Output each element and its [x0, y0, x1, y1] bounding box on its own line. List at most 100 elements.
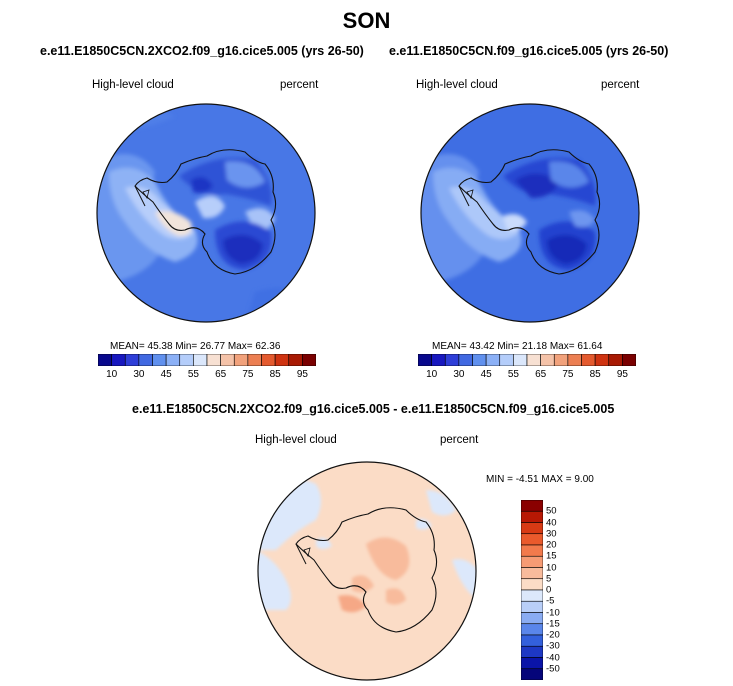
panel2-colorbar-swatch [418, 354, 432, 366]
difference-colorbar-swatch [521, 623, 543, 636]
panel2-colorbar-swatch [622, 354, 636, 366]
panel1-colorbar-swatch [302, 354, 316, 366]
difference-colorbar-swatch [521, 589, 543, 602]
panel2-colorbar-tick-label: 75 [562, 369, 574, 380]
panel1-colorbar-swatch [111, 354, 126, 366]
difference-colorbar-swatch [521, 668, 543, 680]
panel1-colorbar-tick-label: 55 [187, 369, 199, 380]
difference-colorbar-swatch [521, 600, 543, 613]
panel1-colorbar-tick-label: 85 [269, 369, 281, 380]
difference-colorbar-swatch [521, 500, 543, 512]
panel1-colorbar-swatch [98, 354, 112, 366]
panel2-colorbar-swatch [581, 354, 596, 366]
difference-colorbar-tick-label: -40 [546, 652, 560, 663]
panel1-colorbar [98, 354, 316, 366]
difference-minmax: MIN = -4.51 MAX = 9.00 [486, 474, 594, 485]
panel2-colorbar-tick-label: 65 [535, 369, 547, 380]
difference-colorbar-swatch [521, 578, 543, 591]
panel2-colorbar-labels: 10 30 45 55 65 75 85 95 [418, 369, 636, 383]
panel2-colorbar-swatch [608, 354, 623, 366]
panel2-colorbar-swatch [458, 354, 473, 366]
panel2-colorbar-tick-label: 95 [616, 369, 628, 380]
difference-colorbar-tick-label: 15 [546, 550, 557, 562]
panel1-colorbar-swatch [193, 354, 208, 366]
panel2-colorbar-swatch [444, 354, 460, 366]
panel2-colorbar-tick-label: 85 [589, 369, 601, 380]
panel1-colorbar-tick-label: 30 [133, 369, 145, 380]
panel1-colorbar-swatch [165, 354, 181, 366]
difference-colorbar-tick-label: -10 [546, 607, 560, 618]
difference-variable-label: High-level cloud [255, 434, 337, 446]
panel1-colorbar-tick-label: 10 [106, 369, 118, 380]
panel2-variable-label: High-level cloud [416, 79, 498, 91]
panel1-polar-map [96, 103, 316, 323]
difference-colorbar-swatch [521, 612, 543, 625]
difference-units-label: percent [440, 434, 479, 446]
panel1-colorbar-tick-label: 95 [296, 369, 308, 380]
panel2-colorbar-swatch [553, 354, 569, 366]
difference-colorbar-tick-label: -20 [546, 629, 560, 641]
panel1-colorbar-tick-label: 65 [215, 369, 227, 380]
panel1-colorbar-swatch [247, 354, 262, 366]
difference-colorbar-tick-label: 5 [546, 573, 552, 585]
panel2-colorbar [418, 354, 636, 366]
panel1-units-label: percent [280, 79, 319, 91]
panel1-colorbar-swatch [138, 354, 153, 366]
panel2-colorbar-swatch [513, 354, 528, 366]
difference-colorbar-tick-label: 0 [546, 584, 552, 596]
difference-colorbar-swatch [521, 555, 543, 568]
panel2-colorbar-swatch [594, 354, 610, 366]
difference-colorbar-labels: 50 40 30 20 15 10 5 0 -5 -10 -15 -20 -30 -40 -50 [546, 500, 586, 680]
difference-colorbar-tick-label: -15 [546, 618, 560, 630]
panel1-colorbar-swatch [261, 354, 276, 366]
panel1-colorbar-tick-label: 75 [242, 369, 254, 380]
panel1-run-title: e.e11.E1850C5CN.2XCO2.f09_g16.cice5.005 … [40, 44, 364, 58]
panel1-stats: MEAN= 45.38 Min= 26.77 Max= 62.36 [110, 341, 281, 352]
panel1-colorbar-labels: 10 30 45 55 65 75 85 95 [98, 369, 316, 383]
panel2-colorbar-swatch [540, 354, 555, 366]
panel2-colorbar-tick-label: 55 [507, 369, 519, 380]
panel2-colorbar-swatch [526, 354, 541, 366]
panel2-units-label: percent [601, 79, 640, 91]
panel1-colorbar-tick-label: 45 [160, 369, 172, 380]
panel1-colorbar-swatch [274, 354, 290, 366]
panel2-colorbar-swatch [485, 354, 501, 366]
difference-polar-map [257, 461, 477, 681]
panel1-colorbar-swatch [124, 354, 140, 366]
difference-colorbar [521, 500, 543, 680]
panel1-colorbar-swatch [288, 354, 303, 366]
difference-colorbar-tick-label: 30 [546, 528, 557, 540]
difference-colorbar-swatch [521, 657, 543, 670]
difference-colorbar-tick-label: -5 [546, 595, 555, 607]
panel2-colorbar-tick-label: 30 [453, 369, 465, 380]
panel2-colorbar-swatch [499, 354, 514, 366]
difference-colorbar-tick-label: 50 [546, 505, 557, 517]
panel2-colorbar-swatch [472, 354, 487, 366]
difference-colorbar-tick-label: 10 [546, 562, 557, 573]
panel2-stats: MEAN= 43.42 Min= 21.18 Max= 61.64 [432, 341, 603, 352]
difference-title: e.e11.E1850C5CN.2XCO2.f09_g16.cice5.005 … [132, 402, 615, 416]
panel2-colorbar-tick-label: 45 [480, 369, 492, 380]
difference-colorbar-swatch [521, 544, 543, 557]
panel2-polar-map [420, 103, 640, 323]
panel2-colorbar-tick-label: 10 [426, 369, 438, 380]
difference-colorbar-swatch [521, 510, 543, 523]
difference-colorbar-swatch [521, 645, 543, 658]
difference-colorbar-swatch [521, 522, 543, 535]
panel2-run-title: e.e11.E1850C5CN.f09_g16.cice5.005 (yrs 2… [389, 44, 669, 58]
figure-title: SON [342, 8, 391, 33]
difference-colorbar-tick-label: -50 [546, 663, 560, 675]
panel2-colorbar-swatch [567, 354, 582, 366]
difference-colorbar-tick-label: 20 [546, 539, 557, 551]
difference-colorbar-swatch [521, 634, 543, 647]
difference-colorbar-tick-label: 40 [546, 517, 557, 528]
panel1-variable-label: High-level cloud [92, 79, 174, 91]
panel1-colorbar-swatch [233, 354, 249, 366]
panel1-colorbar-swatch [152, 354, 167, 366]
difference-colorbar-swatch [521, 533, 543, 546]
panel1-colorbar-swatch [220, 354, 235, 366]
panel1-colorbar-swatch [206, 354, 221, 366]
difference-colorbar-swatch [521, 567, 543, 580]
panel1-colorbar-swatch [179, 354, 194, 366]
difference-colorbar-tick-label: -30 [546, 640, 560, 652]
